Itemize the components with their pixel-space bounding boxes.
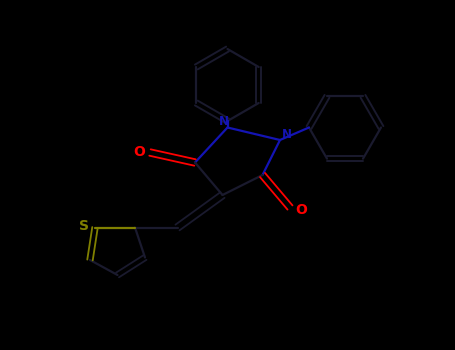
- Text: O: O: [133, 145, 145, 159]
- Text: O: O: [295, 203, 307, 217]
- Text: N: N: [218, 115, 228, 128]
- Text: N: N: [282, 128, 292, 141]
- Text: S: S: [79, 219, 89, 233]
